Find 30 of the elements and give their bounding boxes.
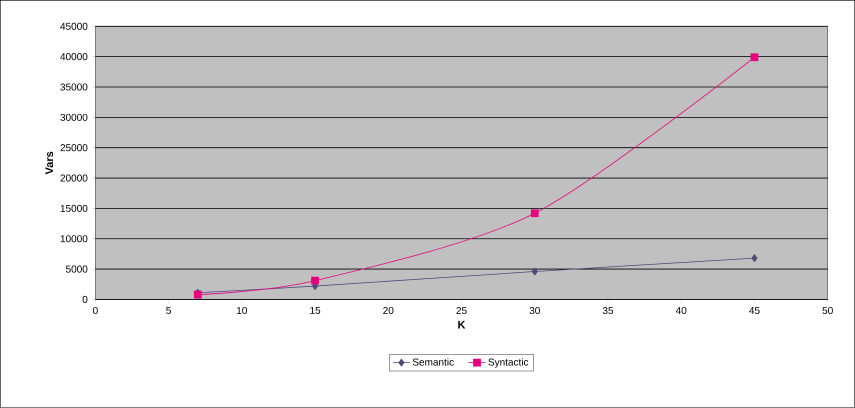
- x-tick-label: 50: [822, 307, 833, 314]
- y-axis-title: Vars: [45, 152, 54, 175]
- y-tick-label: 15000: [60, 204, 88, 212]
- x-tick-label: 15: [310, 307, 320, 314]
- y-tick-label: 25000: [60, 144, 88, 152]
- x-tick-label: 40: [676, 307, 686, 314]
- x-tick-label: 35: [602, 307, 614, 314]
- point: [530, 209, 539, 218]
- x-tick-label: 5: [166, 307, 171, 314]
- x-tick-label: 20: [383, 307, 394, 314]
- point: [751, 254, 758, 262]
- y-tick-label: 20000: [60, 174, 88, 182]
- point: [750, 53, 758, 62]
- x-axis-title: K: [458, 321, 466, 329]
- x-tick-label: 45: [749, 307, 760, 314]
- legend-label: Semantic: [412, 358, 454, 366]
- y-tick-label: 45000: [60, 22, 88, 30]
- legend-label: Syntactic: [488, 358, 528, 368]
- point: [311, 276, 319, 285]
- x-tick-label: 0: [92, 307, 98, 314]
- x-tick-label: 30: [530, 307, 540, 314]
- y-tick-label: 5000: [66, 266, 88, 273]
- y-tick-label: 40000: [60, 53, 88, 60]
- point: [532, 268, 538, 276]
- y-tick-label: 30000: [60, 114, 88, 121]
- y-tick-label: 0: [82, 296, 88, 304]
- y-tick-label: 10000: [60, 235, 88, 242]
- x-tick-label: 25: [456, 307, 467, 314]
- x-tick-label: 10: [237, 307, 247, 314]
- y-tick-label: 35000: [60, 84, 88, 91]
